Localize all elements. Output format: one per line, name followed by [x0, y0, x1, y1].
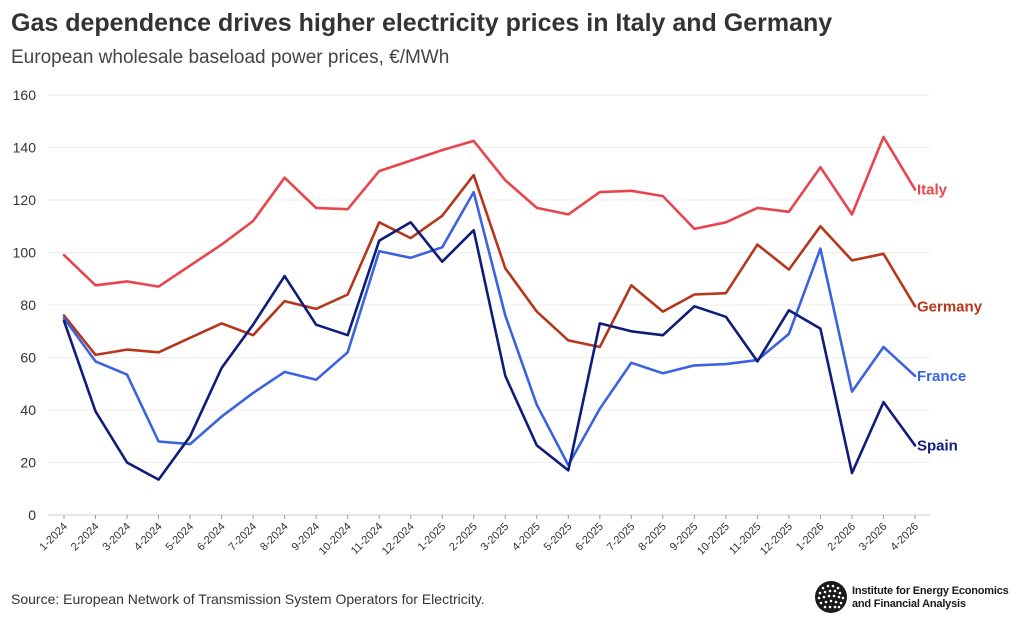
series-line-germany [62, 173, 917, 357]
ieefa-logo: Institute for Energy Economics and Finan… [812, 578, 1017, 618]
y-axis: 0 20 40 60 80 100 120 140 160 [13, 87, 37, 523]
x-tick-label: 4-2026 [888, 521, 921, 554]
y-tick-label: 40 [20, 402, 36, 418]
logo-line-1: Institute for Energy Economics [852, 585, 1009, 597]
logo-text: Institute for Energy Economics and Finan… [852, 585, 1009, 611]
x-tick-label: 2-2025 [447, 521, 480, 554]
x-tick-label: 12-2024 [380, 521, 417, 558]
series-labels: Italy Germany France Spain [917, 182, 983, 455]
x-tick-label: 6-2025 [573, 521, 606, 554]
x-tick-label: 7-2025 [605, 521, 638, 554]
x-tick-label: 10-2025 [695, 521, 732, 558]
x-tick-label: 10-2024 [317, 521, 354, 558]
series-label-spain: Spain [917, 437, 958, 454]
x-tick-label: 11-2025 [727, 521, 763, 557]
y-tick-label: 60 [20, 350, 36, 366]
x-tick-label: 4-2025 [510, 521, 543, 554]
y-tick-label: 160 [13, 87, 37, 103]
x-tick-label: 3-2024 [100, 521, 133, 554]
x-tick-label: 8-2024 [258, 521, 291, 554]
x-tick-label: 3-2026 [857, 521, 890, 554]
y-tick-label: 120 [13, 192, 37, 208]
x-tick-label: 4-2024 [132, 521, 165, 554]
source-note: Source: European Network of Transmission… [11, 591, 485, 607]
x-tick-label: 6-2024 [195, 521, 228, 554]
x-tick-label: 5-2024 [163, 521, 196, 554]
x-tick-label: 5-2025 [542, 521, 575, 554]
y-tick-label: 100 [13, 245, 37, 261]
x-tick-label: 12-2025 [758, 521, 795, 558]
x-tick-label: 2-2026 [825, 521, 858, 554]
x-tick-label: 1-2025 [416, 521, 449, 554]
x-axis: 1-20242-20243-20244-20245-20246-20247-20… [37, 515, 921, 558]
series-line-italy [62, 135, 917, 288]
y-tick-label: 20 [20, 455, 36, 471]
chart-title: Gas dependence drives higher electricity… [11, 9, 833, 37]
series-label-france: France [917, 368, 966, 385]
logo-line-2: and Financial Analysis [852, 598, 966, 610]
x-tick-label: 7-2024 [227, 521, 260, 554]
y-tick-label: 0 [28, 507, 36, 523]
series-lines [62, 135, 917, 481]
line-chart: 0 20 40 60 80 100 120 140 160 1-20242-20243-2024… [13, 87, 983, 558]
x-tick-label: 11-2024 [349, 521, 385, 557]
globe-icon [815, 581, 847, 613]
series-line-spain [62, 221, 917, 481]
series-line-france [62, 190, 917, 467]
y-tick-label: 140 [13, 140, 37, 156]
x-tick-label: 1-2024 [37, 521, 70, 554]
x-tick-label: 2-2024 [69, 521, 102, 554]
y-tick-label: 80 [20, 297, 36, 313]
x-tick-label: 8-2025 [636, 521, 669, 554]
series-label-italy: Italy [917, 182, 948, 199]
chart-subtitle: European wholesale baseload power prices… [11, 47, 450, 68]
series-label-germany: Germany [917, 298, 983, 315]
x-tick-label: 3-2025 [479, 521, 512, 554]
x-tick-label: 1-2026 [794, 521, 827, 554]
